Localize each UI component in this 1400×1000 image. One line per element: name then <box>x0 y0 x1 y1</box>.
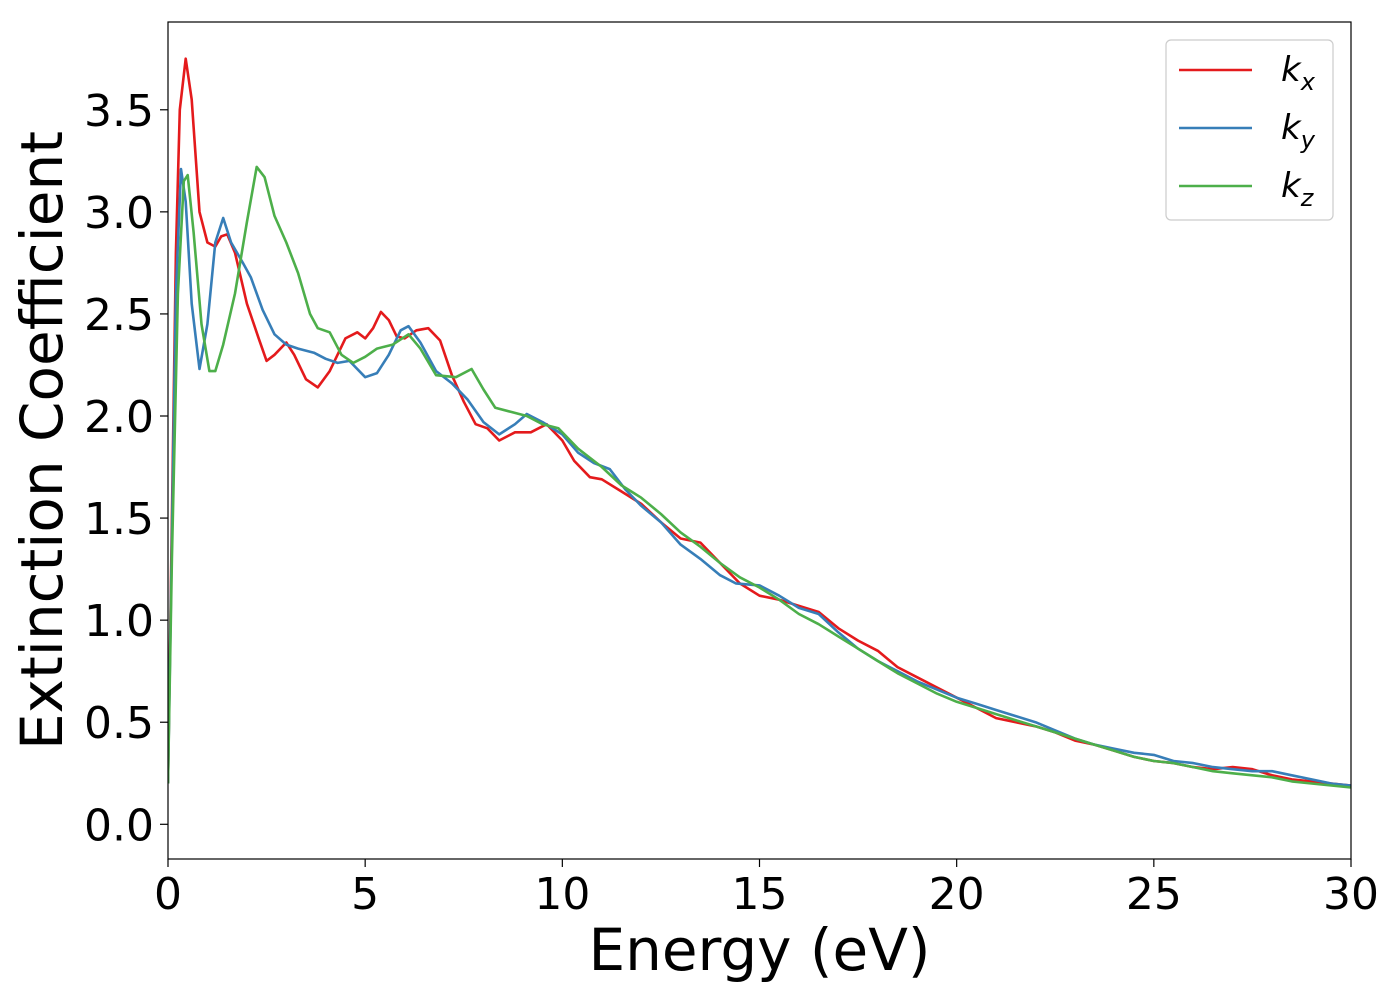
x-tick-label: 15 <box>732 869 788 920</box>
x-tick-label: 20 <box>929 869 985 920</box>
series-layer <box>168 57 1351 789</box>
legend-label-ky: ky <box>1281 108 1316 154</box>
y-tick-label: 1.0 <box>84 596 154 647</box>
y-tick-label: 2.0 <box>84 392 154 443</box>
series-line-ky <box>168 167 1351 787</box>
y-tick-label: 0.0 <box>84 800 154 851</box>
x-tick-label: 30 <box>1323 869 1379 920</box>
y-tick-label: 1.5 <box>84 494 154 545</box>
legend-label-kz: kz <box>1281 166 1315 212</box>
series-line-kz <box>168 165 1351 789</box>
y-tick-label: 0.5 <box>84 698 154 749</box>
y-tick-label: 3.0 <box>84 188 154 239</box>
ticks-layer: 0 5 10 15 20 25 30 0.0 0.5 1.0 1.5 2.0 2.5 3.0 3.5 <box>84 86 1379 920</box>
y-tick-label: 3.5 <box>84 86 154 137</box>
legend: kx ky kz <box>1165 39 1334 221</box>
x-tick-label: 25 <box>1126 869 1182 920</box>
x-tick-label: 0 <box>154 869 182 920</box>
x-tick-label: 5 <box>351 869 379 920</box>
legend-box <box>1165 39 1334 221</box>
x-axis-label: Energy (eV) <box>588 916 930 984</box>
legend-label-kx: kx <box>1281 50 1316 96</box>
y-tick-label: 2.5 <box>84 290 154 341</box>
x-tick-label: 10 <box>534 869 590 920</box>
y-axis-label: Extinction Coefficient <box>8 131 76 750</box>
